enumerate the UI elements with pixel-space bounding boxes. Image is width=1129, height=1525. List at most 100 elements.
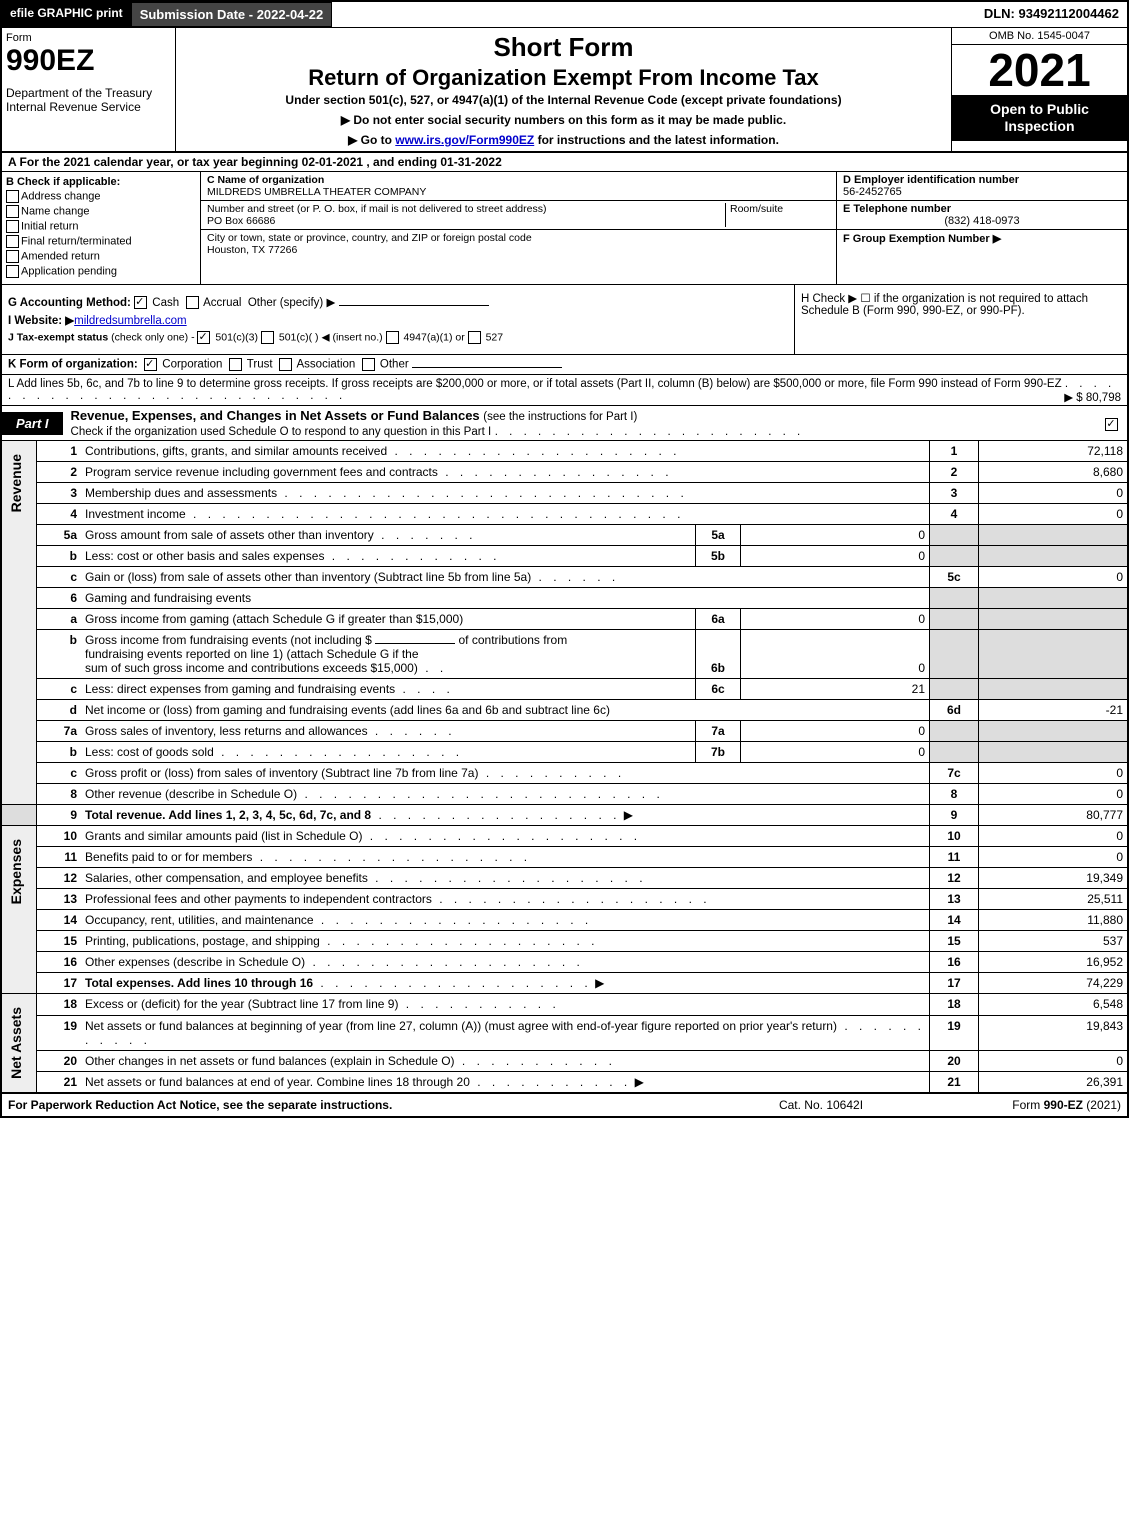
check-accrual[interactable] [186,296,199,309]
line-5b-val: 0 [741,546,930,567]
website-link[interactable]: mildredsumbrella.com [74,315,186,327]
line-1-desc: Contributions, gifts, grants, and simila… [81,441,930,462]
line-6d-val: -21 [979,700,1128,721]
section-ghi: G Accounting Method: Cash Accrual Other … [2,285,1127,355]
line-k: K Form of organization: Corporation Trus… [2,355,1127,375]
line-10-rlbl: 10 [930,826,979,847]
line-l: L Add lines 5b, 6c, and 7b to line 9 to … [2,375,1127,406]
efile-print-label[interactable]: efile GRAPHIC print [2,2,131,27]
line-8-val: 0 [979,784,1128,805]
line-10-num: 10 [37,826,82,847]
form-footer: For Paperwork Reduction Act Notice, see … [2,1092,1127,1116]
line-21-desc: Net assets or fund balances at end of ye… [81,1072,930,1093]
line-3-val: 0 [979,483,1128,504]
line-10-val: 0 [979,826,1128,847]
line-20-val: 0 [979,1050,1128,1071]
check-4947[interactable] [386,331,399,344]
check-amended-return[interactable]: Amended return [6,250,196,263]
line-13-val: 25,511 [979,889,1128,910]
line-4-val: 0 [979,504,1128,525]
submission-date-label: Submission Date - 2022-04-22 [131,2,333,27]
line-15-val: 537 [979,931,1128,952]
phone-value: (832) 418-0973 [843,215,1121,227]
check-applicable-label: B Check if applicable: [6,176,196,188]
org-name-row: C Name of organization MILDREDS UMBRELLA… [201,172,836,201]
open-inspection-label: Open to Public Inspection [952,95,1127,141]
gross-receipts-amount: ▶ $ 80,798 [1064,390,1121,404]
line-16-num: 16 [37,952,82,973]
org-street: PO Box 66686 [207,215,275,227]
title-short: Short Form [184,32,943,63]
line-17-num: 17 [37,973,82,994]
revenue-table: Revenue 1 Contributions, gifts, grants, … [2,441,1127,825]
footer-form-ref: Form 990-EZ (2021) [921,1098,1121,1112]
line-1-num: 1 [37,441,82,462]
line-12-desc: Salaries, other compensation, and employ… [81,868,930,889]
line-16-desc: Other expenses (describe in Schedule O) … [81,952,930,973]
check-application-pending[interactable]: Application pending [6,265,196,278]
check-corporation[interactable] [144,358,157,371]
org-city: Houston, TX 77266 [207,244,297,256]
check-trust[interactable] [229,358,242,371]
h-check-block: H Check ▶ ☐ if the organization is not r… [794,285,1127,354]
check-final-return[interactable]: Final return/terminated [6,235,196,248]
check-other-org[interactable] [362,358,375,371]
line-14-val: 11,880 [979,910,1128,931]
line-2-val: 8,680 [979,462,1128,483]
website-row: I Website: ▶mildredsumbrella.com [8,313,788,327]
footer-catno: Cat. No. 10642I [721,1098,921,1112]
line-19-num: 19 [37,1015,82,1050]
check-501c[interactable] [261,331,274,344]
check-association[interactable] [279,358,292,371]
check-address-change[interactable]: Address change [6,190,196,203]
column-c-org: C Name of organization MILDREDS UMBRELLA… [201,172,837,284]
line-17-val: 74,229 [979,973,1128,994]
line-6c-val: 21 [741,679,930,700]
line-12-val: 19,349 [979,868,1128,889]
ein-value: 56-2452765 [843,186,902,198]
line-19-desc: Net assets or fund balances at beginning… [81,1015,930,1050]
line-1-rlbl: 1 [930,441,979,462]
note-link: ▶ Go to www.irs.gov/Form990EZ for instru… [184,133,943,147]
line-10-desc: Grants and similar amounts paid (list in… [81,826,930,847]
line-21-rlbl: 21 [930,1072,979,1093]
check-cash[interactable] [134,296,147,309]
ein-row: D Employer identification number 56-2452… [837,172,1127,201]
line-14-num: 14 [37,910,82,931]
line-15-desc: Printing, publications, postage, and shi… [81,931,930,952]
form-number-block: Form 990EZ Department of the Treasury In… [2,28,176,151]
line-6b-val: 0 [741,630,930,679]
line-11-desc: Benefits paid to or for members . . . . … [81,847,930,868]
part-1-schedo-check[interactable] [1097,416,1127,431]
org-city-row: City or town, state or province, country… [201,230,836,258]
line-9-val: 80,777 [979,805,1128,826]
line-19-val: 19,843 [979,1015,1128,1050]
check-527[interactable] [468,331,481,344]
title-main: Return of Organization Exempt From Incom… [184,65,943,91]
line-15-rlbl: 15 [930,931,979,952]
line-13-desc: Professional fees and other payments to … [81,889,930,910]
line-16-val: 16,952 [979,952,1128,973]
check-501c3[interactable] [197,331,210,344]
group-exemption-row: F Group Exemption Number ▶ [837,230,1127,247]
part-1-label: Part I [2,412,63,435]
line-7b-val: 0 [741,742,930,763]
irs-link[interactable]: www.irs.gov/Form990EZ [395,133,534,147]
phone-row: E Telephone number (832) 418-0973 [837,201,1127,230]
check-initial-return[interactable]: Initial return [6,220,196,233]
note-ssn: ▶ Do not enter social security numbers o… [184,113,943,127]
line-5a-val: 0 [741,525,930,546]
line-20-num: 20 [37,1050,82,1071]
line-18-val: 6,548 [979,994,1128,1015]
line-12-rlbl: 12 [930,868,979,889]
part-1-title: Revenue, Expenses, and Changes in Net As… [63,406,1097,440]
line-11-num: 11 [37,847,82,868]
section-identity: B Check if applicable: Address change Na… [2,172,1127,285]
tax-exempt-row: J Tax-exempt status (check only one) - 5… [8,331,788,344]
check-name-change[interactable]: Name change [6,205,196,218]
tax-year: 2021 [952,45,1127,95]
line-13-rlbl: 13 [930,889,979,910]
part-1-header: Part I Revenue, Expenses, and Changes in… [2,406,1127,441]
revenue-side-label: Revenue [2,441,37,805]
line-1-val: 72,118 [979,441,1128,462]
